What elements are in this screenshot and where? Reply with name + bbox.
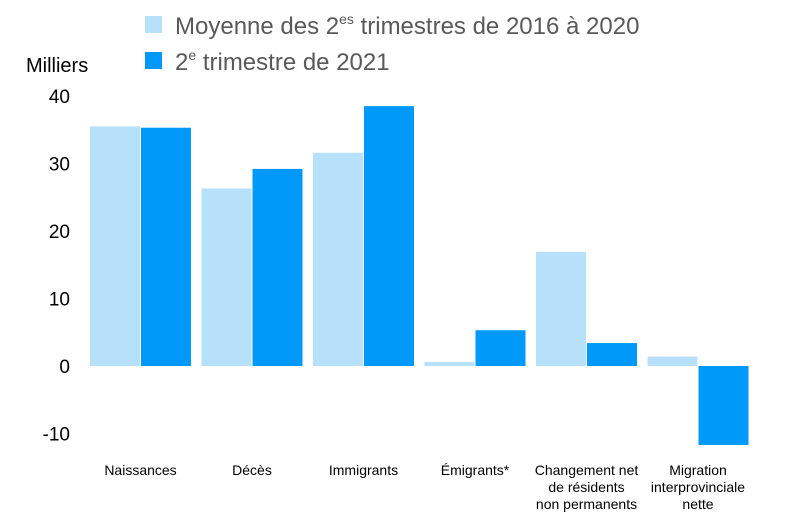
bar-series-2-category-6: [698, 366, 749, 445]
bar-series-1-category-4: [424, 361, 475, 366]
bar-series-1-category-1: [90, 126, 140, 366]
y-tick-label: 30: [49, 155, 70, 176]
bar-series-1-category-2: [201, 188, 252, 366]
y-tick-label: 0: [59, 357, 70, 378]
bar-series-1-category-5: [536, 251, 586, 366]
y-tick-label: 40: [49, 87, 70, 108]
x-tick-label: Émigrants*: [441, 462, 510, 478]
bar-series-1-category-6: [647, 356, 698, 366]
legend-label-2021: 2e trimestre de 2021: [175, 47, 390, 76]
y-tick-label: -10: [43, 425, 70, 446]
legend-label-average: Moyenne des 2es trimestres de 2016 à 202…: [175, 11, 639, 40]
y-axis-unit-label: Milliers: [26, 55, 88, 77]
bar-series-1-category-3: [313, 152, 363, 366]
legend-swatch-2021: [145, 52, 162, 69]
x-tick-label: Naissances: [104, 462, 176, 478]
legend: Moyenne des 2es trimestres de 2016 à 202…: [145, 11, 639, 76]
legend-item-2021: 2e trimestre de 2021: [145, 47, 390, 76]
y-tick-label: 20: [49, 222, 70, 243]
x-tick-label: Migration interprovinciale nette: [651, 462, 745, 512]
x-tick-label: Décès: [232, 462, 272, 478]
bar-series-2-category-2: [252, 168, 303, 366]
x-tick-label: Changement net de résidents non permanents: [535, 462, 639, 512]
legend-item-average: Moyenne des 2es trimestres de 2016 à 202…: [145, 11, 639, 40]
bar-series-2-category-3: [364, 106, 414, 366]
legend-swatch-average: [145, 16, 162, 33]
bar-series-2-category-5: [587, 343, 637, 366]
bars: [90, 106, 749, 445]
y-tick-label: 10: [49, 290, 70, 311]
y-axis-ticks: 40 30 20 10 0 -10: [43, 87, 70, 446]
bar-series-2-category-1: [141, 127, 191, 366]
x-tick-label: Immigrants: [329, 462, 398, 478]
x-axis-labels: Naissances Décès Immigrants Émigrants* Chang…: [104, 462, 745, 512]
bar-series-2-category-4: [475, 330, 526, 366]
